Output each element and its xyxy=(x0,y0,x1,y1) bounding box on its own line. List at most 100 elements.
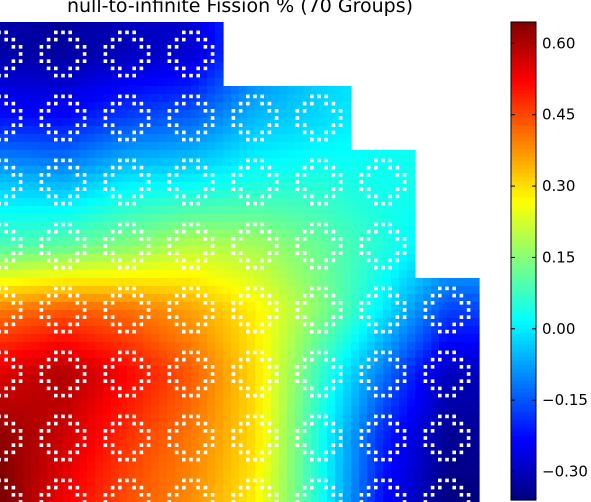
colorbar-tick-label: 0.45 xyxy=(542,106,575,124)
pin-marker-ring xyxy=(423,286,471,334)
pin-marker-ring xyxy=(167,158,215,206)
pin-marker-ring xyxy=(359,414,407,462)
colorbar-frame xyxy=(510,21,537,501)
pin-marker-ring xyxy=(295,350,343,398)
pin-marker-ring xyxy=(0,30,23,78)
heatmap-cell-3-6 xyxy=(351,214,416,279)
pin-marker-ring xyxy=(39,158,87,206)
heatmap-cell-4-2 xyxy=(95,278,160,343)
heatmap-cell-2-2 xyxy=(95,150,160,215)
pin-marker-ring xyxy=(167,30,215,78)
heatmap-cell-4-5 xyxy=(287,278,352,343)
pin-marker-ring xyxy=(295,222,343,270)
heatmap-cell-6-3 xyxy=(159,406,224,471)
pin-marker-ring xyxy=(103,414,151,462)
heatmap-cell-5-6 xyxy=(351,342,416,407)
pin-marker-ring xyxy=(103,158,151,206)
pin-marker-ring xyxy=(295,158,343,206)
pin-marker-ring xyxy=(0,158,23,206)
pin-marker-ring xyxy=(231,222,279,270)
heatmap-cell-2-1 xyxy=(31,150,96,215)
heatmap-cell-6-1 xyxy=(31,406,96,471)
heatmap-cell-6-0 xyxy=(0,406,32,471)
pin-marker-ring xyxy=(0,414,23,462)
pin-marker-ring xyxy=(359,478,407,502)
pin-marker-ring xyxy=(39,30,87,78)
heatmap-cell-7-6 xyxy=(351,470,416,502)
heatmap-cell-6-7 xyxy=(415,406,480,471)
heatmap-cell-4-1 xyxy=(31,278,96,343)
heatmap-cell-2-5 xyxy=(287,150,352,215)
heatmap-cell-3-2 xyxy=(95,214,160,279)
pin-marker-ring xyxy=(103,30,151,78)
pin-marker-ring xyxy=(231,414,279,462)
heatmap-cell-4-4 xyxy=(223,278,288,343)
pin-marker-ring xyxy=(0,94,23,142)
pin-marker-ring xyxy=(39,222,87,270)
heatmap-cell-3-4 xyxy=(223,214,288,279)
pin-marker-ring xyxy=(103,222,151,270)
pin-marker-ring xyxy=(167,286,215,334)
heatmap-cell-1-3 xyxy=(159,86,224,151)
heatmap-cell-7-1 xyxy=(31,470,96,502)
pin-marker-ring xyxy=(359,350,407,398)
pin-marker-ring xyxy=(167,94,215,142)
pin-marker-ring xyxy=(295,414,343,462)
pin-marker-ring xyxy=(423,350,471,398)
chart-title: null-to-infinite Fission % (70 Groups) xyxy=(66,0,414,17)
pin-marker-ring xyxy=(231,158,279,206)
heatmap-cell-2-0 xyxy=(0,150,32,215)
pin-marker-ring xyxy=(167,350,215,398)
heatmap-cell-5-0 xyxy=(0,342,32,407)
heatmap-cell-2-6 xyxy=(351,150,416,215)
pin-marker-ring xyxy=(0,350,23,398)
pin-marker-ring xyxy=(39,478,87,502)
heatmap-cell-2-4 xyxy=(223,150,288,215)
heatmap-cell-3-0 xyxy=(0,214,32,279)
heatmap-cell-1-4 xyxy=(223,86,288,151)
heatmap-cell-2-3 xyxy=(159,150,224,215)
heatmap-cell-7-3 xyxy=(159,470,224,502)
pin-marker-ring xyxy=(39,350,87,398)
colorbar-tick-label: −0.15 xyxy=(542,391,588,409)
heatmap-cell-7-4 xyxy=(223,470,288,502)
pin-markers xyxy=(0,30,471,502)
pin-marker-ring xyxy=(359,286,407,334)
heatmap-cell-1-5 xyxy=(287,86,352,151)
heatmap-cell-7-0 xyxy=(0,470,32,502)
heatmap-cell-6-4 xyxy=(223,406,288,471)
heatmap-cell-1-2 xyxy=(95,86,160,151)
heatmap-cell-7-2 xyxy=(95,470,160,502)
heatmap-cells xyxy=(0,22,480,502)
heatmap-cell-0-0 xyxy=(0,22,32,87)
heatmap-cell-5-7 xyxy=(415,342,480,407)
heatmap-cell-5-1 xyxy=(31,342,96,407)
heatmap-cell-4-7 xyxy=(415,278,480,343)
colorbar-tick-label: 0.00 xyxy=(542,320,575,338)
heatmap-cell-6-6 xyxy=(351,406,416,471)
pin-marker-ring xyxy=(39,286,87,334)
pin-marker-ring xyxy=(103,350,151,398)
pin-marker-ring xyxy=(167,478,215,502)
pin-marker-ring xyxy=(103,286,151,334)
heatmap-cell-6-5 xyxy=(287,406,352,471)
pin-marker-ring xyxy=(295,286,343,334)
colorbar-tick-label: 0.15 xyxy=(542,248,575,266)
pin-marker-ring xyxy=(39,414,87,462)
pin-marker-ring xyxy=(0,222,23,270)
pin-marker-ring xyxy=(295,478,343,502)
heatmap-cell-7-5 xyxy=(287,470,352,502)
heatmap-cell-0-1 xyxy=(31,22,96,87)
heatmap-cell-5-2 xyxy=(95,342,160,407)
colorbar: 0.60 0.45 0.30 0.15 0.00 −0.15 −0.30 xyxy=(510,21,588,501)
pin-marker-ring xyxy=(295,94,343,142)
colorbar-tick-label: 0.60 xyxy=(542,34,575,52)
pin-marker-ring xyxy=(167,414,215,462)
heatmap-cell-4-3 xyxy=(159,278,224,343)
heatmap-cell-0-2 xyxy=(95,22,160,87)
heatmap-cell-4-6 xyxy=(351,278,416,343)
pin-marker-ring xyxy=(103,94,151,142)
heatmap-cell-5-5 xyxy=(287,342,352,407)
pin-marker-ring xyxy=(167,222,215,270)
